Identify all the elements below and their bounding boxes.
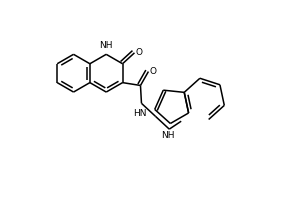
Text: O: O xyxy=(149,67,156,76)
Text: NH: NH xyxy=(162,131,175,140)
Text: HN: HN xyxy=(133,109,146,118)
Text: O: O xyxy=(135,48,142,57)
Text: NH: NH xyxy=(100,41,113,50)
